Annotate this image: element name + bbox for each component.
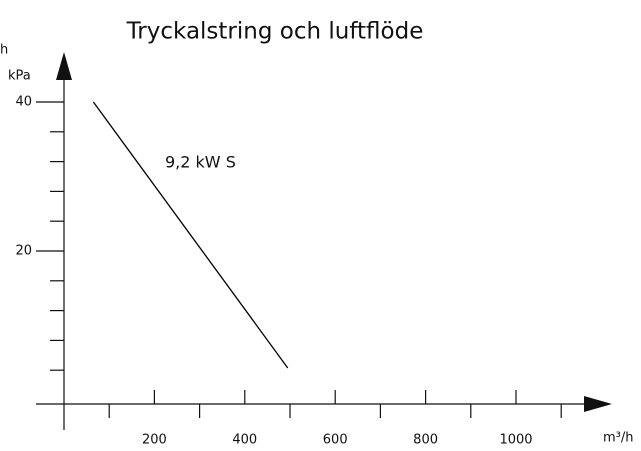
x-tick-label: 1000: [499, 433, 532, 448]
y-axis-arrow: [56, 52, 72, 80]
chart-title: Tryckalstring och luftflöde: [126, 19, 424, 45]
y-axis-label: kPa: [8, 69, 31, 84]
x-tick-label: 800: [413, 433, 438, 448]
series-label: 9,2 kW S: [165, 153, 236, 172]
x-tick-label: 600: [323, 433, 348, 448]
x-tick-label: 400: [232, 433, 257, 448]
y-tick-label: 40: [15, 95, 32, 110]
data-line: [92, 101, 289, 369]
x-axis-label: m³/h: [603, 431, 634, 446]
x-axis-arrow: [584, 396, 612, 412]
x-tick-label: 200: [142, 433, 167, 448]
y-tick-label: 20: [15, 244, 32, 259]
corner-label: h: [0, 43, 8, 58]
